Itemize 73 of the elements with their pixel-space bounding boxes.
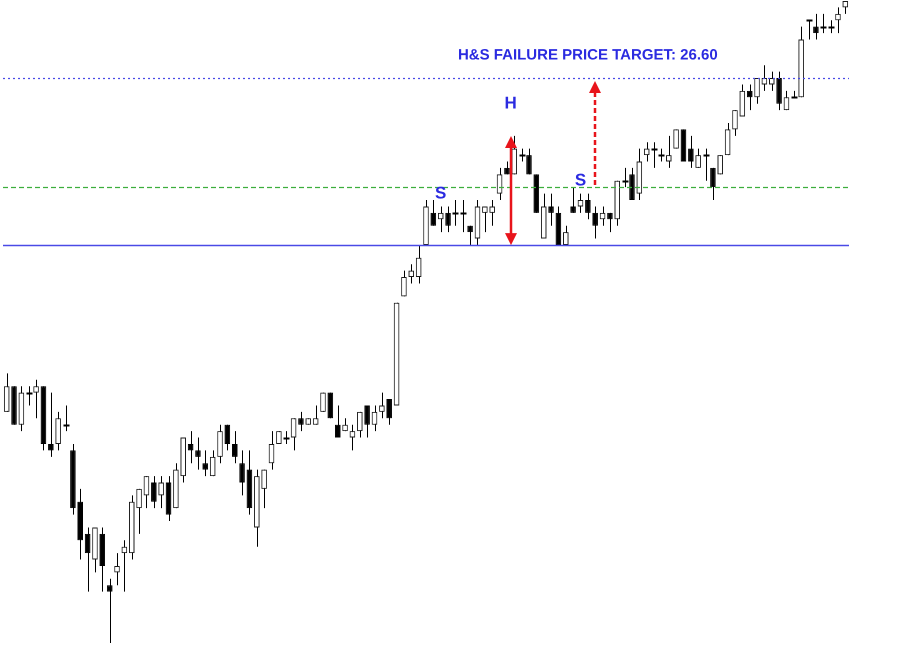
- candlestick: [114, 552, 120, 586]
- candlestick: [217, 424, 223, 464]
- candlestick: [106, 578, 112, 644]
- candlestick: [666, 135, 672, 168]
- candlestick: [784, 90, 790, 111]
- candlestick: [600, 206, 606, 226]
- candlestick: [644, 142, 650, 162]
- candlestick: [467, 225, 473, 246]
- candlestick: [144, 476, 150, 509]
- candlestick: [401, 270, 407, 297]
- candlestick: [357, 411, 363, 438]
- candlestick: [776, 71, 782, 111]
- annotation: S: [435, 183, 446, 202]
- candlestick: [210, 450, 216, 477]
- candlestick: [290, 418, 296, 451]
- candlestick: [298, 411, 304, 432]
- candlestick: [548, 193, 554, 226]
- candlestick: [688, 135, 694, 168]
- candlestick: [276, 430, 282, 444]
- annotation: S: [574, 170, 586, 190]
- candlestick: [224, 424, 230, 451]
- candlestick: [202, 450, 208, 477]
- candlestick: [430, 200, 436, 226]
- candlestick: [570, 186, 576, 214]
- annotation: H&S FAILURE PRICE TARGET: 26.60: [458, 46, 718, 64]
- candlestick: [746, 84, 752, 111]
- candlestick: [835, 6, 841, 34]
- candlestick: [4, 372, 10, 412]
- candlestick: [416, 244, 422, 284]
- candlestick: [585, 193, 591, 220]
- candlestick: [740, 84, 746, 118]
- candlestick: [489, 200, 495, 226]
- candlestick: [268, 430, 274, 470]
- candlestick: [312, 404, 318, 426]
- candlestick: [261, 469, 267, 509]
- candlestick: [710, 167, 716, 201]
- candlestick: [151, 476, 157, 509]
- candlestick: [372, 404, 378, 432]
- candlestick: [482, 206, 488, 233]
- candlestick: [122, 540, 128, 592]
- candlestick: [364, 404, 370, 438]
- candlestick: [379, 392, 385, 419]
- candlestick: [445, 206, 451, 233]
- candlestick: [754, 78, 760, 104]
- candlestick: [607, 212, 613, 233]
- candlestick: [724, 122, 730, 156]
- candlestick: [408, 264, 414, 284]
- candlestick: [512, 135, 518, 175]
- candlestick: [592, 206, 598, 240]
- candlestick: [84, 526, 90, 592]
- candlestick: [578, 193, 584, 214]
- candlestick: [695, 148, 701, 168]
- candlestick: [239, 450, 245, 496]
- candlestick: [350, 424, 356, 451]
- candlestick: [386, 398, 392, 426]
- candlestick: [188, 430, 194, 464]
- candlestick: [195, 437, 201, 470]
- candlestick: [438, 206, 444, 233]
- candlestick: [813, 13, 819, 40]
- candlestick: [504, 161, 510, 175]
- candlestick: [232, 430, 238, 464]
- candlestick: [136, 488, 142, 534]
- candlestick: [334, 404, 340, 438]
- candlestick: [342, 418, 348, 432]
- candlestick: [732, 110, 738, 136]
- candlestick: [55, 411, 61, 451]
- candlestick: [762, 64, 768, 92]
- candlestick: [158, 476, 164, 509]
- candlestick: [48, 392, 54, 458]
- candlestick: [496, 167, 502, 201]
- annotation: H: [504, 93, 517, 112]
- candlestick: [33, 379, 39, 419]
- candlestick: [563, 225, 569, 246]
